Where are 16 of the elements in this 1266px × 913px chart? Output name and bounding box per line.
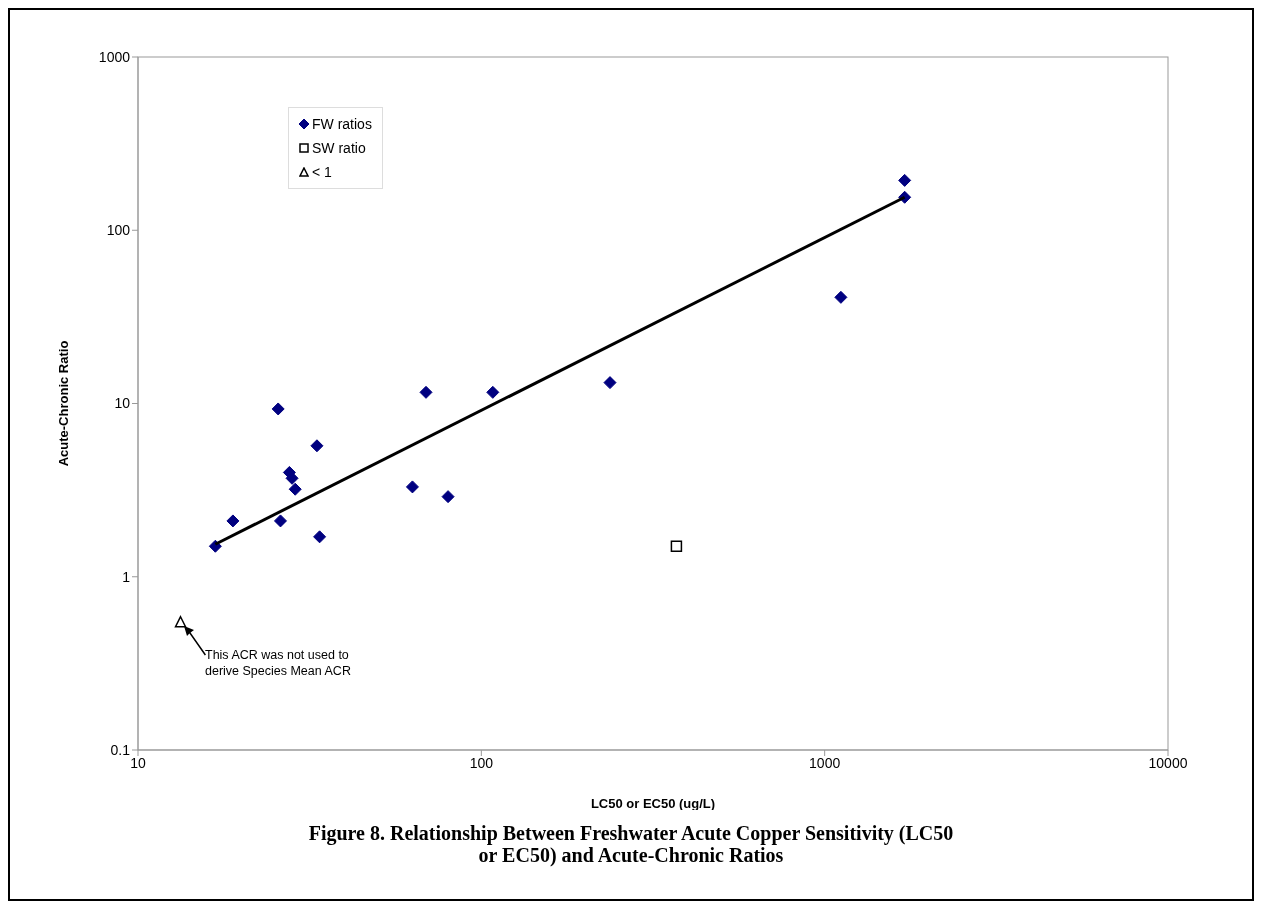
- x-tick-label: 100: [469, 754, 494, 771]
- y-tick-label: 1: [122, 568, 131, 585]
- annotation: This ACR was not used to derive Species Mean ACR: [205, 647, 352, 680]
- y-tick-label: 1000: [98, 48, 131, 65]
- legend-label: < 1: [312, 163, 332, 182]
- x-tick-label: 1000: [809, 754, 841, 771]
- y-tick-label: 10: [114, 395, 131, 412]
- x-tick-label: 10: [130, 754, 146, 771]
- legend-label: SW ratio: [312, 139, 366, 158]
- legend-label: FW ratios: [312, 115, 372, 134]
- y-axis-title: Acute-Chronic Ratio: [55, 340, 71, 467]
- x-tick-label: 10000: [1148, 754, 1188, 771]
- x-axis-title: LC50 or EC50 (ug/L): [590, 796, 716, 811]
- y-tick-label: 0.1: [110, 741, 131, 758]
- y-tick-label: 100: [106, 222, 131, 239]
- text: Figure 8. Relationship Between Freshwater Acute Copper Sensitivity (LC50 or EC50) and Acute-Chronic Ratios: [307, 822, 955, 866]
